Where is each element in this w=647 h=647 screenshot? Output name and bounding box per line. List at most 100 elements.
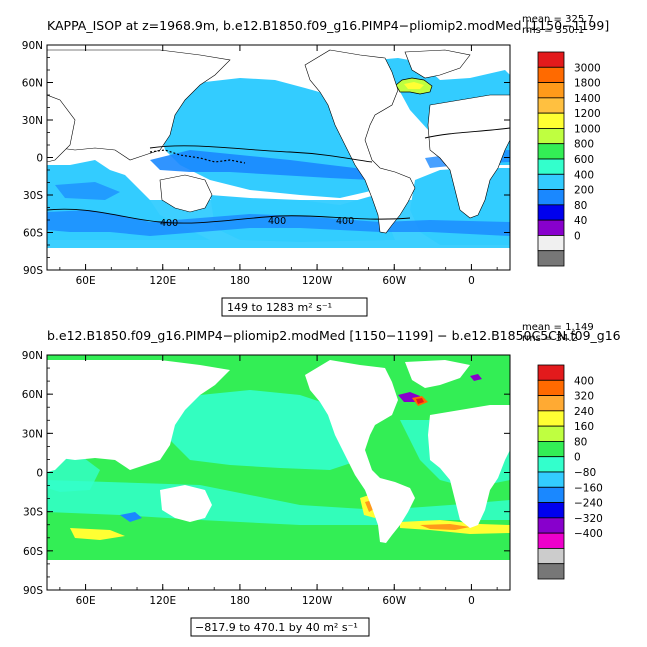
panel-2-land-eurasia — [47, 360, 230, 470]
panel-1-island-arc — [149, 149, 246, 164]
panel-2-ytick-label: 90S — [23, 585, 43, 597]
panel-1-colorbar-swatch — [537, 250, 565, 267]
panel-2-colorbar-swatch — [537, 456, 565, 473]
panel-1-xtick-label: 60E — [76, 275, 96, 287]
panel-2-ticks: 90N 60N 30N 0 30S 60S 90S 60E 120E 180 120W 60W 0 — [22, 350, 510, 607]
panel-1-map: 400 400 400 — [47, 45, 510, 270]
panel-2-title: b.e12.B1850.f09_g16.PIMP4−pliomip2.modMe… — [47, 328, 621, 343]
panel-2-colorbar-label: −80 — [574, 467, 596, 479]
panel-1-ytick-label: 0 — [36, 153, 43, 165]
panel-1-land-antarctica — [47, 250, 510, 270]
panel-1-colorbar-swatch — [537, 66, 565, 83]
panel-1-colorbar-swatch — [537, 189, 565, 206]
panel-2-ytick-label: 60S — [23, 546, 43, 558]
panel-2-colorbar-swatch — [537, 395, 565, 412]
panel-1-colorbar-label: 1200 — [574, 108, 601, 120]
panel-1-colorbar-label: 1000 — [574, 123, 601, 135]
panel-1-colorbar-swatch — [537, 158, 565, 175]
panel-1-colorbar-label: 200 — [574, 185, 594, 197]
panel-2-range-box — [190, 617, 370, 637]
panel-1-ytick-label: 60S — [23, 228, 43, 240]
panel-1-contour-400-south — [47, 208, 411, 224]
panel-2-xtick-label: 60W — [382, 595, 406, 607]
panel-2-colorbar-label: 320 — [574, 391, 594, 403]
panel-2-range-label: −817.9 to 470.1 by 40 m² s⁻¹ — [195, 621, 358, 634]
panel-2-neg-indian-south — [120, 512, 142, 522]
panel-2-xtick-label: 60E — [76, 595, 96, 607]
panel-2-xtick-label: 180 — [230, 595, 250, 607]
panel-2-rms: rms = 34.2 — [522, 333, 578, 344]
panel-2-mean: mean = 1.149 — [522, 322, 594, 333]
panel-2-land-antarctica — [47, 560, 510, 590]
panel-1-contour-label-1: 400 — [160, 218, 178, 229]
panel-1-colorbar-swatch — [537, 51, 565, 68]
panel-2-colorbar-swatch — [537, 471, 565, 488]
panel-2-colorbar-label: −400 — [574, 528, 603, 540]
panel-1-range-box — [221, 297, 368, 317]
panel-2-ytick-label: 90N — [22, 350, 43, 362]
panel-1-land-eurasia — [47, 49, 231, 161]
panel-1-contour-label-3: 400 — [336, 216, 354, 227]
panel-1-band-tropical-pacific — [150, 150, 372, 180]
panel-2-colorbar-swatch — [537, 548, 565, 565]
panel-2-warm-indian-south — [70, 528, 125, 540]
panel-1-xtick-label: 0 — [468, 275, 475, 287]
panel-2-colorbar-label: 80 — [574, 436, 587, 448]
panel-2-colorbar-label: −240 — [574, 498, 603, 510]
panel-2-xtick-label: 120W — [302, 595, 333, 607]
panel-1-land-africa-europe — [427, 94, 510, 219]
panel-1-colorbar-swatch — [537, 82, 565, 99]
panel-1-rms: rms = 350.1 — [522, 25, 584, 36]
panel-1-colorbar-swatch — [537, 219, 565, 236]
panel-1-colorbar-swatch — [537, 204, 565, 221]
panel-1-land-americas — [304, 49, 416, 234]
panel-2-land-africa — [428, 405, 510, 528]
panel-2-colorbar-swatch — [537, 410, 565, 427]
panel-2-land-australia — [160, 485, 212, 522]
panel-2-colorbar-label: 240 — [574, 406, 594, 418]
panel-1-colorbar-label: 1400 — [574, 93, 601, 105]
panel-1-ytick-label: 90S — [23, 265, 43, 277]
panel-2-hot-band-south-atlantic — [420, 524, 470, 530]
panel-2-colorbar-label: −320 — [574, 513, 603, 525]
panel-1-xtick-label: 60W — [382, 275, 406, 287]
panel-2-arctic-anomaly — [470, 374, 482, 381]
panel-1-range-label: 149 to 1283 m² s⁻¹ — [227, 301, 332, 314]
panel-2-colorbar: 400 320 240 160 80 0 −80 −160 −240 −320 −400 — [537, 364, 603, 580]
panel-1-xtick-label: 120W — [302, 275, 333, 287]
panel-2-ytick-label: 60N — [22, 389, 43, 401]
panel-1-colorbar-swatch — [537, 97, 565, 114]
panel-1-colorbar-label: 40 — [574, 215, 587, 227]
panel-1-colorbar-swatch — [537, 128, 565, 145]
panel-1-colorbar-label: 80 — [574, 200, 587, 212]
panel-1-greenland-hotspot-core — [404, 82, 424, 89]
panel-2-land-greenland — [405, 360, 470, 388]
panel-1-land-africa-west — [47, 94, 76, 163]
panel-2-colorbar-swatch — [537, 486, 565, 503]
panel-2-greenland-anomaly-core — [416, 398, 424, 404]
panel-1-contour-label-2: 400 — [268, 216, 286, 227]
panel-2: b.e12.B1850.f09_g16.PIMP4−pliomip2.modMe… — [22, 322, 621, 637]
panel-1-land-australia — [159, 174, 213, 213]
panel-1-contour-400-atlantic — [424, 127, 510, 139]
panel-1-ytick-label: 90N — [22, 40, 43, 52]
panel-2-colorbar-swatch — [537, 517, 565, 534]
panel-1-colorbar-label: 600 — [574, 154, 594, 166]
panel-1-land-greenland — [404, 49, 471, 79]
panel-1-colorbar-label: 1800 — [574, 78, 601, 90]
panel-1-colorbar-swatch — [537, 235, 565, 252]
panel-2-ytick-label: 30S — [23, 507, 43, 519]
panel-1-colorbar-swatch — [537, 143, 565, 160]
panel-1-colorbar-label: 3000 — [574, 62, 601, 74]
panel-1-colorbar-label: 800 — [574, 139, 594, 151]
panel-1-xtick-label: 120E — [149, 275, 176, 287]
panel-1: KAPPA_ISOP at z=1968.9m, b.e12.B1850.f09… — [22, 14, 609, 317]
panel-2-colorbar-label: 0 — [574, 452, 581, 464]
panel-2-land-africa-west — [47, 405, 75, 472]
panel-1-ytick-label: 30S — [23, 190, 43, 202]
panel-1-colorbar-swatch — [537, 173, 565, 190]
panel-1-colorbar-swatch — [537, 112, 565, 129]
panel-2-colorbar-label: 160 — [574, 421, 594, 433]
